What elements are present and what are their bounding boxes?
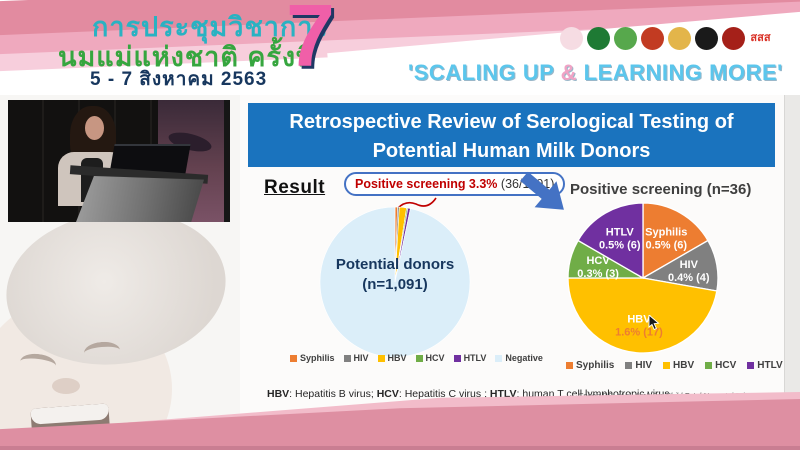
footnote-term-hbv: HBV [267, 388, 290, 400]
pie-slice-negative [319, 206, 471, 358]
conference-tagline: 'SCALING UP & LEARNING MORE' [408, 60, 783, 86]
potential-donors-pie-chart [319, 206, 471, 358]
thaihealth-logo: สสส [750, 32, 771, 44]
legend-swatch-syphilis [566, 362, 573, 369]
legend-swatch-hcv [415, 354, 423, 362]
legend-label-syphilis: Syphilis [300, 353, 335, 363]
pie-label-htlv: HTLV 0.5% (6) [599, 227, 641, 252]
left-chart-legend: Syphilis HIV HBV HCV HTLV Negative [290, 353, 543, 363]
presentation-slide: Retrospective Review of Serological Test… [240, 95, 800, 420]
legend-item-hcv: HCV [415, 353, 445, 363]
presenter-face [85, 116, 104, 140]
mouse-cursor [648, 315, 660, 331]
positive-screening-pie-chart: Syphilis 0.5% (6) HIV 0.4% (4) HBV 1.6% (17) H… [567, 202, 719, 354]
footnote-desc-hbv: : Hepatitis B virus; [289, 388, 377, 400]
baby-nose [52, 378, 80, 394]
down-right-arrow-icon [520, 171, 564, 210]
legend-label-hiv: HIV [635, 360, 653, 371]
pie-label-hbv: HBV 1.6% (17) [615, 313, 663, 338]
royal-institute-emblem-logo [668, 27, 691, 50]
legend-item-hiv: HIV [625, 360, 652, 371]
sponsor-logo-row: สสส [560, 27, 772, 50]
conference-date: 5 - 7 สิงหาคม 2563 [90, 69, 268, 90]
legend-swatch-hbv [377, 354, 385, 362]
center-label-line2: (n=1,091) [362, 275, 428, 293]
tagline-text-right: LEARNING MORE' [577, 60, 783, 85]
legend-label-hcv: HCV [715, 360, 737, 371]
result-heading: Result [264, 177, 326, 198]
right-margin-strip [784, 95, 800, 450]
legend-item-htlv: HTLV [747, 360, 783, 371]
pie-slice-htlv [577, 202, 644, 280]
legend-swatch-hiv [343, 354, 351, 362]
legend-label-hbv: HBV [673, 360, 695, 371]
legend-swatch-syphilis [290, 354, 297, 362]
pie-label-hiv: HIV 0.4% (4) [668, 259, 710, 284]
badge-highlight-text: Positive screening 3.3% [355, 177, 498, 191]
medical-council-seal-logo [722, 27, 745, 50]
legend-label-hcv: HCV [425, 353, 445, 363]
pie-label-syphilis: Syphilis 0.5% (6) [645, 227, 687, 252]
legend-label-hiv: HIV [353, 353, 369, 363]
slide-title-bar: Retrospective Review of Serological Test… [248, 103, 775, 167]
legend-item-syphilis: Syphilis [566, 360, 614, 371]
legend-item-hbv: HBV [663, 360, 694, 371]
department-of-health-logo [587, 27, 610, 50]
breastfeeding-foundation-logo [560, 27, 583, 50]
conference-title-line1: การประชุมวิชาการ [92, 12, 329, 42]
conference-banner: การประชุมวิชาการ นมแม่แห่งชาติ ครั้งที่ … [0, 0, 800, 95]
podium [76, 176, 204, 222]
footnote-term-hcv: HCV [376, 388, 399, 400]
legend-swatch-hcv [705, 362, 713, 369]
legend-label-negative: Negative [505, 353, 543, 363]
legend-swatch-htlv [747, 362, 755, 369]
slide-title-line2: Potential Human Milk Donors [372, 140, 651, 162]
legend-swatch-hbv [663, 362, 671, 369]
legend-swatch-hiv [625, 362, 633, 369]
legend-swatch-negative [495, 354, 503, 362]
conference-title-line2: นมแม่แห่งชาติ ครั้งที่ [58, 42, 315, 72]
video-edge-shadow [224, 100, 230, 222]
legend-item-hcv: HCV [705, 360, 736, 371]
ministry-of-public-health-logo [614, 27, 637, 50]
presenter-video-feed [8, 100, 230, 222]
bottom-pink-band [0, 392, 800, 450]
tagline-text-left: 'SCALING UP [408, 60, 561, 85]
royal-college-emblem-logo [641, 27, 664, 50]
university-seal-logo [695, 27, 718, 50]
legend-label-syphilis: Syphilis [576, 360, 615, 371]
right-chart-legend: Syphilis HIV HBV HCV HTLV [566, 360, 783, 371]
legend-label-htlv: HTLV [463, 353, 487, 363]
right-chart-title: Positive screening (n=36) [570, 181, 752, 198]
legend-item-hbv: HBV [377, 353, 407, 363]
badge-callout-line [397, 197, 437, 209]
pie-slice-syphilis [642, 202, 709, 280]
left-pie-center-label: Potential donors (n=1,091) [315, 255, 475, 294]
legend-item-htlv: HTLV [453, 353, 487, 363]
pie-label-hcv: HCV 0.3% (3) [577, 255, 619, 280]
legend-swatch-htlv [453, 354, 461, 362]
pink-band-bottom-edge [0, 446, 800, 450]
center-label-line1: Potential donors [335, 256, 455, 273]
pie-slice-hbv [567, 277, 718, 354]
legend-item-hiv: HIV [343, 353, 369, 363]
slide-title-line1: Retrospective Review of Serological Test… [289, 111, 734, 133]
legend-item-syphilis: Syphilis [290, 353, 335, 363]
legend-item-negative: Negative [495, 353, 543, 363]
footnote-desc-hcv: : Hepatitis C virus ; [398, 388, 490, 400]
tagline-ampersand: & [560, 60, 578, 85]
edition-number: 7 [286, 0, 335, 85]
legend-label-hbv: HBV [387, 353, 407, 363]
legend-label-htlv: HTLV [757, 360, 783, 371]
